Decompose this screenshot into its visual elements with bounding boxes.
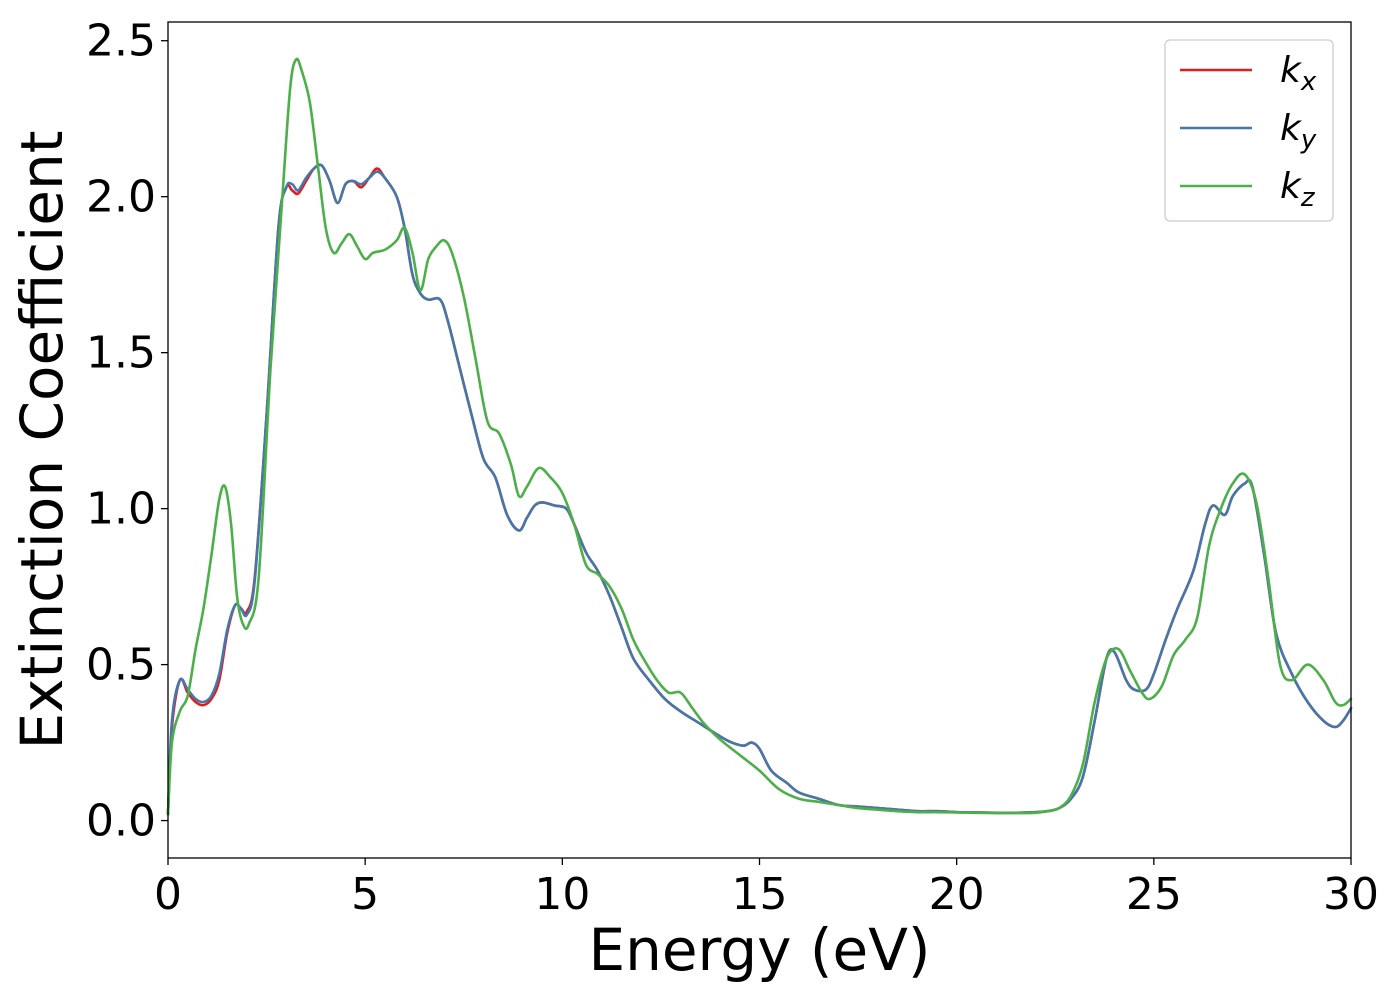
- series-line-x: [166, 163, 1353, 816]
- y-axis: 0.0 0.5 1.0 1.5 2.0 2.5: [86, 16, 168, 847]
- x-tick-label: 30: [1323, 869, 1379, 920]
- x-tick-label: 5: [351, 869, 379, 920]
- series-line-z: [166, 57, 1353, 816]
- y-tick-label: 2.0: [86, 172, 156, 223]
- x-axis-label: Energy (eV): [588, 916, 930, 984]
- y-tick-label: 1.0: [86, 484, 156, 535]
- y-tick-label: 0.0: [86, 796, 156, 847]
- legend-label-z: kz: [1280, 166, 1316, 213]
- legend-label-y: ky: [1280, 108, 1317, 155]
- legend: kx ky kz: [1164, 39, 1334, 222]
- series-lines: [166, 57, 1353, 816]
- y-tick-label: 0.5: [86, 640, 156, 691]
- x-tick-label: 0: [154, 869, 182, 920]
- legend-label-x: kx: [1280, 50, 1317, 97]
- x-tick-label: 15: [732, 869, 788, 920]
- legend-box: [1164, 39, 1334, 222]
- y-tick-label: 2.5: [86, 16, 156, 67]
- legend-items: kx ky kz: [1180, 50, 1317, 213]
- series-line-y: [166, 163, 1353, 816]
- x-axis: 0 5 10 15 20 25 30: [154, 858, 1379, 920]
- y-tick-label: 1.5: [86, 328, 156, 379]
- x-tick-label: 25: [1126, 869, 1182, 920]
- x-tick-label: 10: [534, 869, 590, 920]
- x-tick-label: 20: [929, 869, 985, 920]
- y-axis-label: Extinction Coefficient: [8, 131, 76, 750]
